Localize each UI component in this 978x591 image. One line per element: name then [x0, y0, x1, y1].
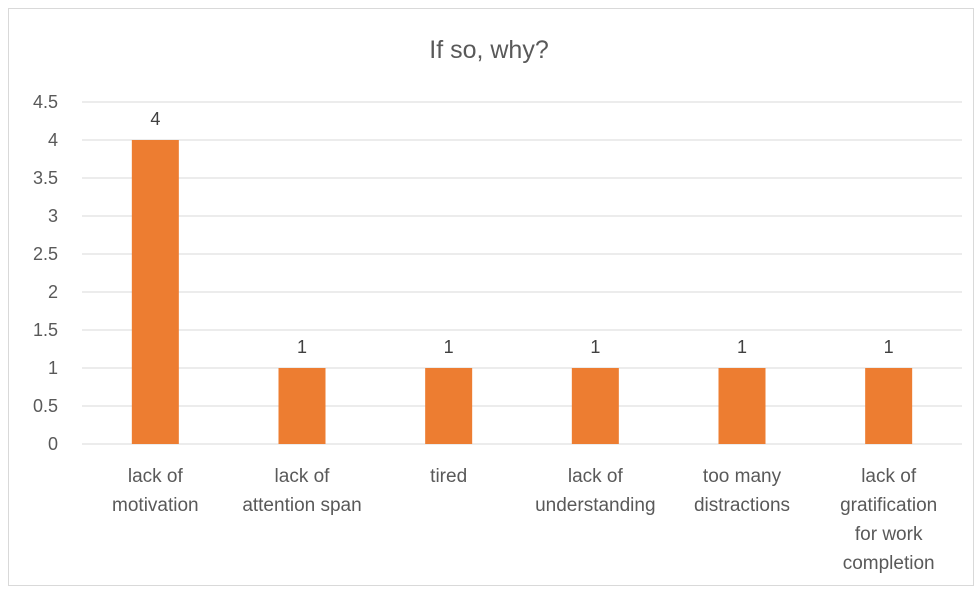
x-category-line: tired [430, 466, 467, 487]
x-category-line: motivation [112, 495, 199, 516]
gridlines [82, 101, 962, 445]
y-tick-label: 0 [48, 434, 58, 454]
bar[interactable] [571, 368, 619, 444]
x-category-line: understanding [535, 495, 655, 516]
bar[interactable] [131, 140, 179, 444]
data-label: 1 [884, 337, 894, 357]
y-tick-label: 4 [48, 130, 58, 150]
y-tick-label: 1.5 [33, 320, 58, 340]
x-category-label: tired [430, 466, 467, 487]
bar[interactable] [865, 368, 913, 444]
x-category-label: lack of motivation [112, 466, 199, 516]
y-tick-label: 2 [48, 282, 58, 302]
y-tick-label: 0.5 [33, 396, 58, 416]
bar[interactable] [425, 368, 473, 444]
data-label: 1 [590, 337, 600, 357]
x-category-label: lack of attention span [242, 466, 361, 516]
x-category-line: too many [703, 466, 782, 487]
x-category-label: lack of understanding [535, 466, 655, 516]
data-label: 1 [444, 337, 454, 357]
y-tick-label: 3.5 [33, 168, 58, 188]
y-tick-label: 1 [48, 358, 58, 378]
y-tick-label: 4.5 [33, 92, 58, 112]
data-labels: 4 1 1 1 1 1 [150, 109, 893, 357]
y-tick-label: 3 [48, 206, 58, 226]
data-label: 4 [150, 109, 160, 129]
x-category-label: too many distractions [694, 466, 790, 516]
y-axis-ticks: 0 0.5 1 1.5 2 2.5 3 3.5 4 4.5 [33, 92, 58, 454]
x-category-line: lack of [275, 466, 331, 487]
x-category-line: gratification [840, 495, 937, 516]
x-category-label: lack of gratification for work completion [840, 466, 937, 574]
x-category-line: lack of [861, 466, 917, 487]
bar[interactable] [278, 368, 326, 444]
x-category-line: lack of [128, 466, 184, 487]
data-label: 1 [737, 337, 747, 357]
bars [131, 140, 913, 444]
x-category-line: distractions [694, 495, 790, 516]
chart-title: If so, why? [429, 36, 549, 64]
data-label: 1 [297, 337, 307, 357]
x-category-line: completion [843, 553, 935, 574]
y-tick-label: 2.5 [33, 244, 58, 264]
bar[interactable] [718, 368, 766, 444]
x-category-line: attention span [242, 495, 361, 516]
x-axis-categories: lack of motivation lack of attention span ti… [112, 466, 937, 574]
x-category-line: lack of [568, 466, 624, 487]
x-category-line: for work [855, 524, 923, 545]
